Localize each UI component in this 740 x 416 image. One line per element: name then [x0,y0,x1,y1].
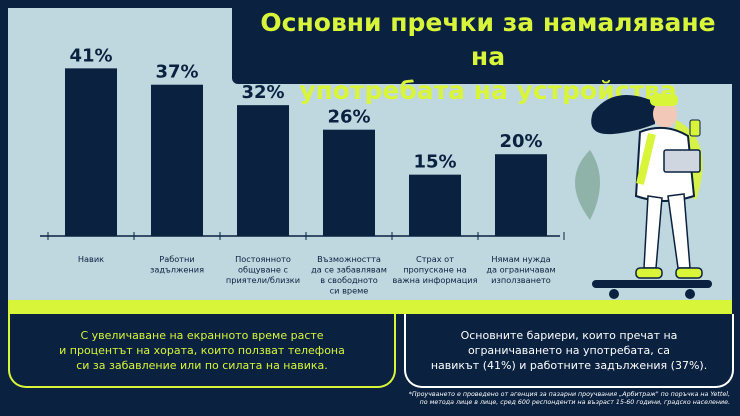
bar-2 [237,105,289,237]
bar-value-label-3: 26% [327,107,370,128]
leaf-shape [575,150,600,220]
bar-4 [409,174,461,236]
skateboard-wheel [609,289,619,299]
category-label-1: Работни задължения [150,254,204,275]
insight-right-line-1: Основните бариери, които пречат на [460,328,678,342]
bars-layer: 41% Навик 37% Работни задължения 32% Постоянно… [40,45,565,296]
insight-box-right: Основните бариери, които пречат на огран… [404,314,734,388]
insight-left-line-1: С увеличаване на екранното време расте [80,328,324,342]
bar-value-label-0: 41% [69,45,112,66]
insight-box-left: С увеличаване на екранното време расте и… [8,314,396,388]
bar-value-label-2: 32% [241,82,284,103]
bar-0 [65,68,117,236]
bar-value-label-4: 15% [413,152,456,173]
shoe-shape [675,267,703,279]
skateboarder-illustration [575,94,712,299]
coffee-cup-icon [689,119,701,137]
bar-value-label-1: 37% [155,62,198,83]
insight-right-line-2: ограничаването на употребата, са [467,343,671,357]
insight-left-line-2: и процентът на хората, които ползват тел… [59,343,345,357]
laptop-icon [663,149,701,173]
skateboard-deck [592,280,712,288]
category-label-2: Постоянното общуване с приятели/близки [226,254,300,285]
insight-text-right: Основните бариери, които пречат на огран… [421,328,717,373]
bar-5 [495,154,547,236]
category-label-5: Нямам нужда да ограничавам използването [486,254,555,285]
insight-right-line-3: навикът (41%) и работните задължения (37… [430,358,708,372]
cap-shape [650,94,678,106]
head-shape [653,100,677,128]
skateboard-wheel [685,289,695,299]
insight-text-left: С увеличаване на екранното време расте и… [49,328,355,373]
shoe-shape [635,267,663,279]
bar-value-label-5: 20% [499,131,542,152]
category-label-4: Страх от пропускане на важна информация [392,254,477,285]
category-label-3: Възможността да се забавлявам в свободното… [311,254,387,296]
insight-left-line-3: си за забавление или по силата на навика… [76,358,328,372]
panel-accent-strip [8,300,732,314]
survey-footnote: *Проучването е проведено от агенция за п… [400,391,730,407]
category-label-0: Навик [78,254,104,264]
title-line-1: Основни пречки за намаляване на [260,8,716,71]
bar-1 [151,84,203,236]
leg-shape [643,195,663,269]
footnote-line-2: по метода лице в лице, сред 600 респонде… [419,399,730,406]
leg-shape [667,193,691,269]
title-banner [232,0,740,84]
hair-shape [591,94,655,135]
backpack-strap [636,133,656,185]
footnote-line-1: *Проучването е проведено от агенция за п… [408,391,730,398]
bar-3 [323,129,375,236]
